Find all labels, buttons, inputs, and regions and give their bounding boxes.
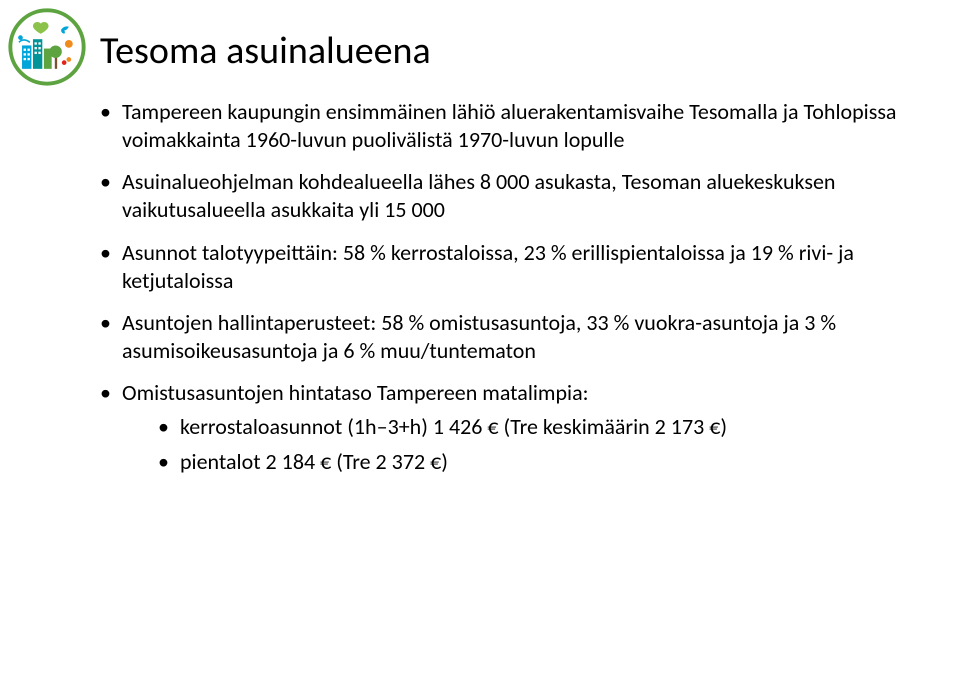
bullet-text: Asunnot talotyypeittäin: 58 % kerrostalo…	[122, 239, 854, 294]
slide-title: Tesoma asuinalueena	[100, 28, 899, 74]
sub-bullet-item: kerrostaloasunnot (1h–3+h) 1 426 € (Tre …	[158, 413, 899, 441]
bullet-item: Asuinalueohjelman kohdealueella lähes 8 …	[100, 168, 899, 224]
bullet-text: Tampereen kaupungin ensimmäinen lähiö al…	[122, 98, 896, 153]
sub-bullet-text: pientalot 2 184 € (Tre 2 372 €)	[180, 448, 448, 475]
bullet-item: Asunnot talotyypeittäin: 58 % kerrostalo…	[100, 239, 899, 295]
bullet-text: Asuntojen hallintaperusteet: 58 % omistu…	[122, 309, 836, 364]
bullet-text: Omistusasuntojen hintataso Tampereen mat…	[122, 379, 589, 406]
city-logo-icon	[8, 8, 86, 86]
bullet-text: Asuinalueohjelman kohdealueella lähes 8 …	[122, 168, 835, 223]
slide: Tesoma asuinalueena Tampereen kaupungin …	[0, 0, 959, 681]
bullet-item: Omistusasuntojen hintataso Tampereen mat…	[100, 379, 899, 475]
bullet-item: Asuntojen hallintaperusteet: 58 % omistu…	[100, 309, 899, 365]
sub-bullet-text: kerrostaloasunnot (1h–3+h) 1 426 € (Tre …	[180, 413, 727, 440]
sub-bullet-list: kerrostaloasunnot (1h–3+h) 1 426 € (Tre …	[158, 413, 899, 475]
bullet-item: Tampereen kaupungin ensimmäinen lähiö al…	[100, 98, 899, 154]
bullet-list: Tampereen kaupungin ensimmäinen lähiö al…	[100, 98, 899, 476]
sub-bullet-item: pientalot 2 184 € (Tre 2 372 €)	[158, 448, 899, 476]
